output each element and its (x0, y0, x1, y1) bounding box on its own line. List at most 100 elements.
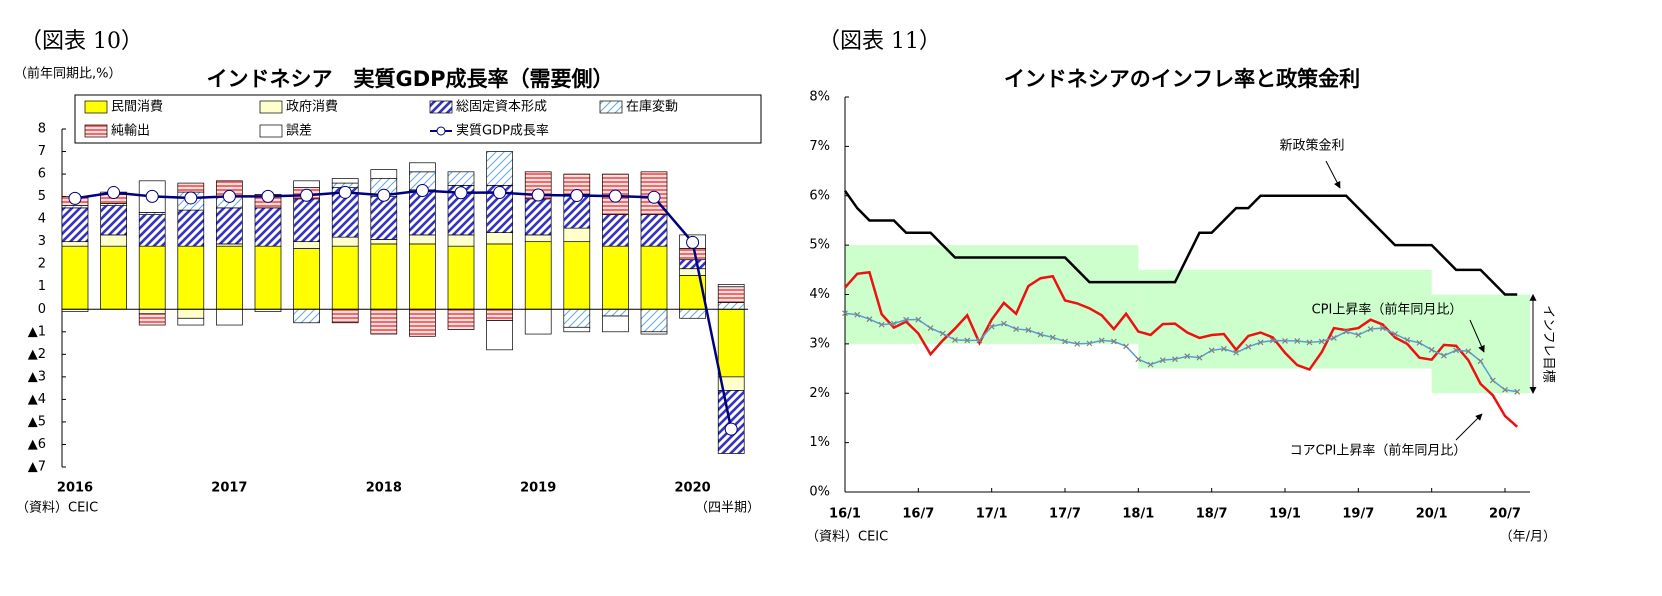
bar-segment (447, 308, 475, 330)
bar-segment (563, 241, 591, 310)
y-tick-label: 2 (38, 257, 46, 272)
series-marker (1416, 339, 1423, 346)
y-tick-label: 3% (809, 336, 830, 351)
gdp-marker (68, 191, 82, 205)
bar-segment (524, 198, 552, 236)
bar-segment (679, 248, 706, 261)
series-marker (1318, 338, 1325, 345)
bar-segment (61, 207, 89, 243)
series-marker (1392, 331, 1398, 337)
bar-segment (409, 234, 436, 245)
series-marker (1062, 338, 1068, 345)
series-marker (939, 330, 946, 337)
y-unit-label: （前年同期比,%） (14, 66, 122, 82)
legend-swatch (429, 100, 453, 114)
x-tick-label: 2017 (211, 481, 247, 496)
bar-segment (563, 326, 591, 333)
legend-swatch (599, 100, 623, 114)
gdp-marker (415, 184, 429, 198)
bar-segment (293, 241, 320, 249)
figure-label: （図表 10） (20, 29, 143, 54)
annotation-arrow (1455, 413, 1483, 441)
gdp-marker (647, 190, 661, 204)
legend-swatch (259, 100, 283, 114)
y-tick-label: ▲1 (28, 324, 46, 339)
series-marker (1502, 386, 1508, 393)
series-label: コアCPI上昇率（前年同月比） (1290, 443, 1467, 459)
series-marker (842, 310, 848, 317)
y-tick-label: 0 (38, 302, 46, 317)
gdp-marker (377, 188, 391, 202)
bar-segment (138, 313, 166, 326)
series-marker (927, 325, 934, 331)
x-tick-label: 19/7 (1342, 507, 1374, 522)
y-tick-label: 6% (809, 188, 830, 203)
bar-segment (640, 245, 668, 310)
series-marker (1025, 327, 1032, 333)
x-tick-label: 2020 (675, 481, 711, 496)
bar-segment (370, 308, 398, 335)
bar-segment (409, 243, 436, 310)
gdp-marker (686, 235, 700, 249)
y-tick-label: 2% (809, 386, 830, 401)
x-tick-label: 18/7 (1196, 507, 1228, 522)
series-marker (1172, 356, 1178, 363)
annotation-arrow (1469, 319, 1485, 353)
x-tick-label: 18/1 (1122, 507, 1154, 522)
bar-segment (138, 308, 166, 315)
bar-segment (100, 245, 127, 310)
x-tick-label: 19/1 (1269, 507, 1301, 522)
chart-title: インドネシア 実質GDP成長率（需要側） (206, 67, 613, 91)
x-tick-label: 17/1 (976, 507, 1008, 522)
series-marker (1257, 339, 1264, 346)
series-marker (1343, 328, 1350, 335)
bar-segment (524, 308, 552, 335)
bar-segment (370, 243, 398, 310)
y-tick-label: ▲3 (28, 369, 46, 384)
bar-segment (138, 214, 166, 247)
series-marker (1453, 347, 1460, 354)
legend-label: 総固定資本形成 (456, 100, 547, 115)
bar-segment (370, 239, 398, 245)
x-tick-label: 17/7 (1049, 507, 1081, 522)
bar-segment (486, 320, 513, 351)
bar-segment (640, 331, 668, 335)
bar-segment (524, 234, 552, 243)
series-marker (1135, 356, 1142, 363)
series-marker (1330, 335, 1337, 341)
gdp-marker (107, 186, 121, 200)
series-marker (1074, 340, 1081, 347)
series-marker (1086, 340, 1093, 347)
bar-segment (331, 178, 359, 184)
series-label: 新政策金利 (1279, 138, 1344, 154)
legend-marker (436, 126, 446, 136)
bar-segment (331, 308, 359, 324)
bar-segment (602, 315, 629, 333)
legend-label: 実質GDP成長率 (456, 123, 549, 139)
series-marker (1147, 361, 1154, 368)
series-marker (1098, 337, 1105, 344)
gdp-marker (261, 189, 275, 203)
gdp-marker (570, 188, 584, 202)
bar-segment (177, 317, 205, 326)
bar-segment (370, 196, 398, 240)
chart-title: インドネシアのインフレ率と政策金利 (1004, 67, 1360, 91)
series-marker (1233, 349, 1240, 356)
bar-segment (602, 214, 629, 247)
x-tick-label: 2018 (366, 481, 402, 496)
series-marker (1196, 354, 1203, 361)
gdp-marker (493, 186, 507, 200)
series-line (843, 190, 1518, 296)
bar-segment (679, 259, 706, 270)
gdp-marker (300, 188, 314, 202)
bar-segment (331, 245, 359, 310)
bar-segment (331, 236, 359, 247)
bar-segment (138, 245, 166, 310)
series-marker (1294, 337, 1301, 344)
gdp-marker (724, 422, 738, 436)
series-marker (1379, 325, 1386, 331)
legend-swatch (259, 124, 283, 138)
gdp-marker (608, 189, 622, 203)
series-marker (952, 337, 958, 343)
